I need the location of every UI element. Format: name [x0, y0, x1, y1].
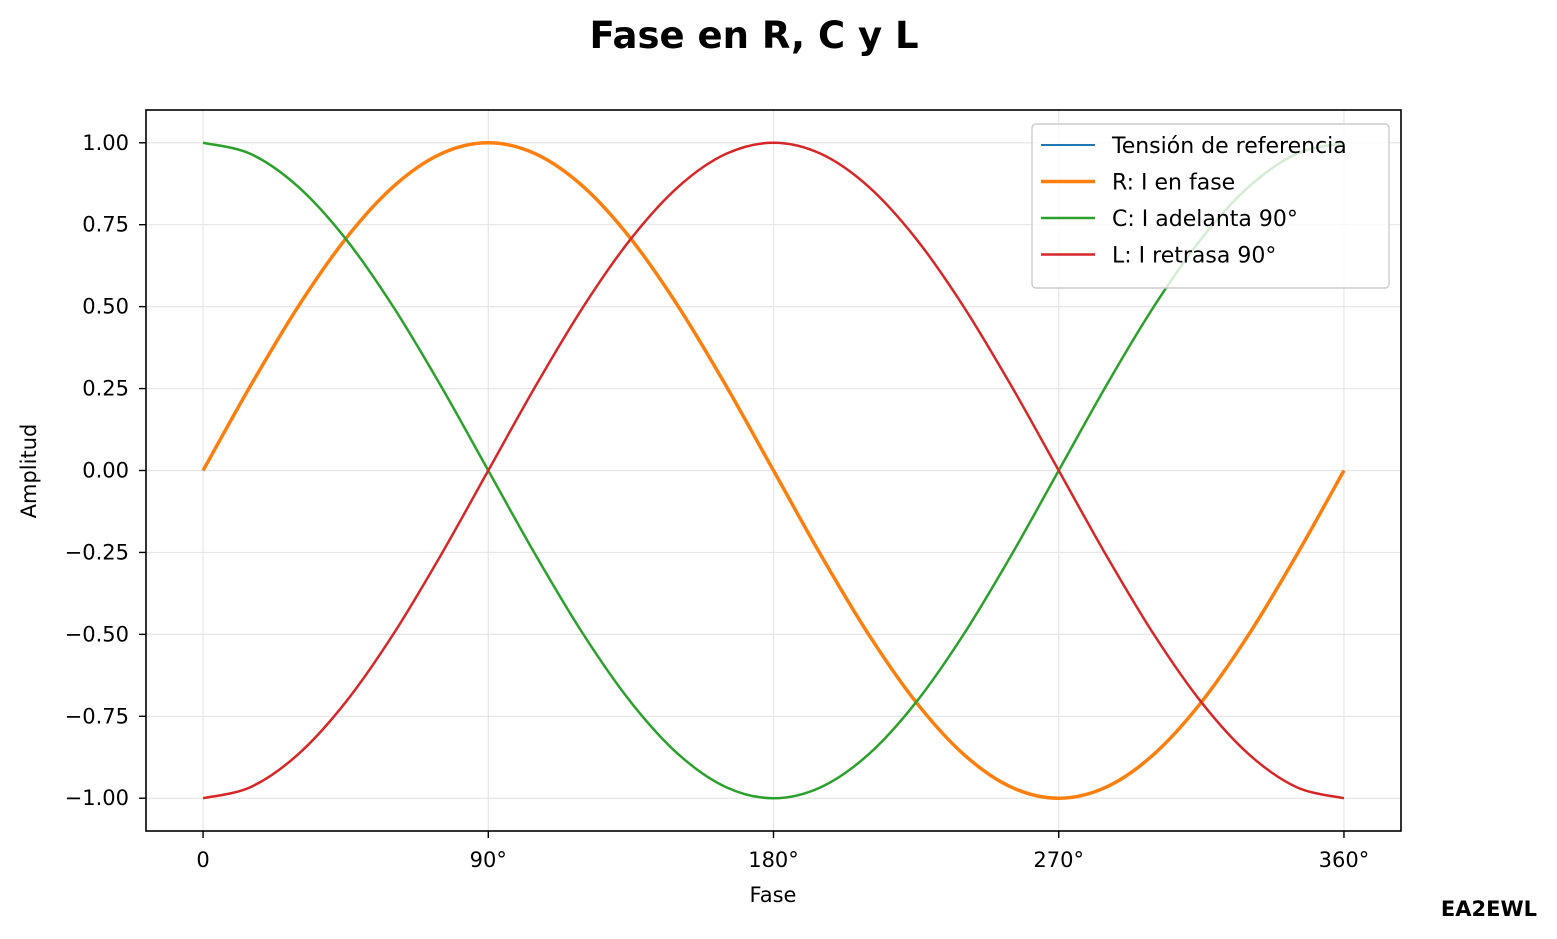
author-watermark: EA2EWL — [1441, 897, 1537, 921]
y-axis-label: Amplitud — [17, 424, 41, 519]
y-tick-label: −1.00 — [65, 786, 129, 810]
y-tick-label: 0.25 — [82, 377, 129, 401]
x-axis-label: Fase — [750, 883, 797, 907]
legend-label: L: I retrasa 90° — [1112, 244, 1276, 269]
y-tick-label: −0.75 — [65, 704, 129, 728]
y-tick-label: −0.25 — [65, 540, 129, 564]
y-tick-label: 0.75 — [82, 213, 129, 237]
y-tick-label: 0.50 — [82, 295, 129, 319]
y-axis-ticks: 1.00 0.75 0.50 0.25 0.00 −0.25 −0.50 −0.75 −1.00 — [65, 131, 146, 810]
x-tick-label: 360° — [1319, 848, 1370, 872]
y-tick-label: −0.50 — [65, 622, 129, 646]
x-tick-label: 270° — [1033, 848, 1084, 872]
y-tick-label: 1.00 — [82, 131, 129, 155]
x-axis-ticks: 0 90° 180° 270° 360° — [196, 831, 1369, 872]
legend-label: R: I en fase — [1112, 171, 1235, 196]
legend-label: Tensión de referencia — [1111, 134, 1347, 159]
x-tick-label: 0 — [196, 848, 209, 872]
legend-label: C: I adelanta 90° — [1112, 207, 1298, 232]
x-tick-label: 90° — [470, 848, 507, 872]
y-tick-label: 0.00 — [82, 459, 129, 483]
x-tick-label: 180° — [748, 848, 799, 872]
chart-title: Fase en R, C y L — [589, 14, 918, 57]
legend: Tensión de referencia R: I en fase C: I ad… — [1032, 124, 1389, 288]
